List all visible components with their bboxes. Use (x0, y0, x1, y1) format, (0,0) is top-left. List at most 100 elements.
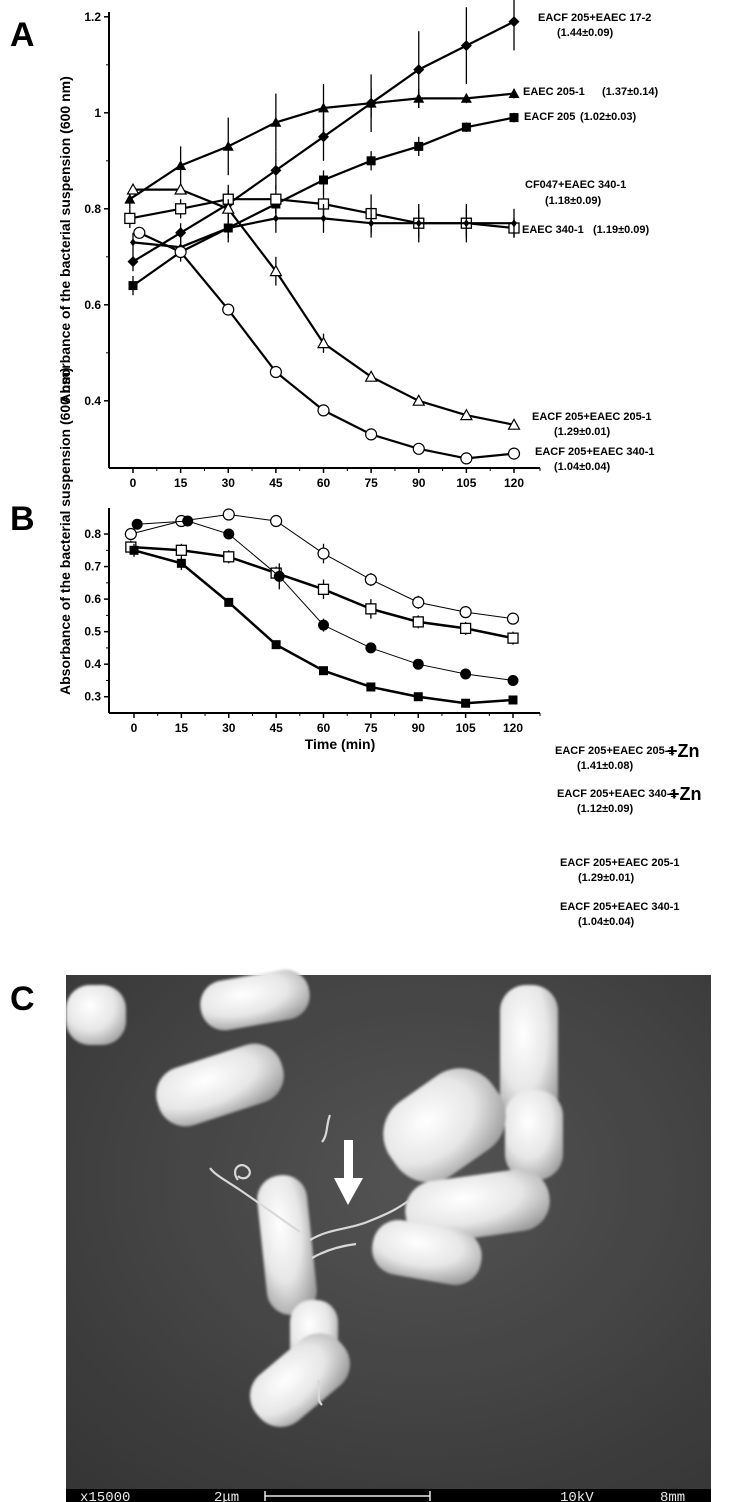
x-tick-label: 60 (317, 476, 331, 490)
series-line (130, 514, 514, 620)
series-b-0 (124, 508, 520, 625)
micrograph-scale-label: 2μm (214, 1490, 239, 1502)
data-point (222, 508, 235, 521)
x-tick-label: 0 (131, 721, 138, 735)
data-point (318, 102, 329, 113)
data-point (129, 545, 139, 555)
x-tick-label: 105 (456, 476, 476, 490)
x-tick-label: 90 (412, 721, 426, 735)
label-a-series-3-name: CF047+EAEC 340-1 (525, 179, 626, 191)
chart-b: Absorbance of the bacterial suspension (… (57, 367, 702, 928)
arrow-indicator (334, 1140, 363, 1205)
bacterium-cell (372, 1219, 482, 1286)
data-point (221, 202, 235, 214)
label-b-series-3-name: EACF 205+EAEC 340-1 (560, 901, 680, 913)
data-point (223, 528, 235, 540)
data-point (124, 527, 137, 541)
data-point (460, 40, 472, 52)
data-point (412, 394, 426, 406)
data-point (270, 514, 283, 528)
label-a-series-1-name: EAEC 205-1 (523, 86, 585, 98)
series-line (137, 520, 514, 681)
x-tick-label: 105 (456, 721, 476, 735)
data-point (511, 219, 517, 228)
legend-labels-a: EACF 205+EAEC 17-2 (1.44±0.09) EAEC 205-… (522, 12, 659, 473)
data-point (128, 281, 138, 291)
x-axis-title-b: Time (min) (305, 736, 376, 752)
x-tick-label: 30 (222, 476, 236, 490)
data-point (174, 182, 188, 195)
flagellum (309, 1199, 411, 1241)
data-point (131, 518, 143, 530)
y-tick-label: 0.4 (84, 657, 101, 671)
bacterium-cell (66, 985, 126, 1045)
axes-a: 0.4 0.6 0.8 1 1.2 0 15 30 45 60 75 90 105 120 (84, 10, 541, 490)
data-point (319, 666, 328, 676)
x-tick-label: 60 (317, 721, 331, 735)
series-a-5 (126, 182, 521, 430)
bacteria-cells (66, 969, 563, 1427)
data-point (223, 551, 235, 563)
data-point (270, 193, 282, 205)
data-point (463, 219, 470, 228)
label-a-series-5-name: EACF 205+EAEC 205-1 (532, 411, 652, 423)
arrow-head (334, 1178, 363, 1205)
data-point (368, 219, 375, 228)
flagellum (316, 1379, 323, 1406)
data-point (460, 668, 472, 680)
data-point (175, 544, 188, 556)
data-point (413, 64, 425, 76)
data-point (270, 116, 282, 127)
data-point (364, 370, 378, 382)
data-point (182, 515, 194, 527)
data-point (460, 452, 473, 465)
data-point (459, 408, 473, 421)
series-b-3 (129, 543, 518, 708)
data-point (461, 698, 471, 708)
y-axis-title-b: Absorbance of the bacterial suspension (… (57, 367, 73, 695)
y-tick-label: 0.5 (84, 625, 101, 639)
bacterium-cell (250, 1333, 350, 1427)
data-point (461, 122, 471, 132)
data-point (508, 88, 520, 98)
data-point (175, 227, 187, 239)
bacterium-cell (505, 1090, 563, 1180)
x-tick-label: 90 (412, 476, 426, 490)
micrograph-working-distance: 8mm (660, 1490, 685, 1502)
bacterium-cell (500, 985, 558, 1125)
chart-a: Absorbance of the bacterial suspension (… (57, 0, 659, 490)
label-a-series-4-note: (1.19±0.09) (593, 224, 650, 236)
flagellum (233, 1164, 251, 1181)
label-b-series-0-note: (1.41±0.08) (577, 760, 634, 772)
data-point (175, 160, 187, 170)
micrograph-voltage: 10kV (560, 1490, 594, 1502)
data-point (366, 156, 376, 166)
data-point (412, 616, 424, 628)
y-tick-label: 0.4 (84, 394, 101, 408)
data-point (269, 365, 282, 379)
micrograph-magnification: x15000 (80, 1490, 130, 1502)
data-point (365, 642, 377, 654)
data-point (412, 658, 424, 670)
data-point (224, 597, 234, 607)
series-a-6 (133, 226, 521, 465)
data-point (317, 404, 330, 417)
data-point (222, 303, 235, 316)
data-point (366, 682, 376, 692)
y-tick-label: 0.8 (84, 527, 101, 541)
label-a-series-2-note: (1.02±0.03) (580, 111, 637, 123)
y-tick-label: 1 (94, 106, 101, 120)
label-b-series-0-suffix: +Zn (667, 741, 700, 761)
label-a-series-2-name: EACF 205 (524, 111, 575, 123)
bacterium-cell (257, 1175, 317, 1315)
y-axis-title-a: Absorbance of the bacterial suspension (… (57, 76, 73, 404)
x-tick-label: 15 (175, 721, 189, 735)
data-point (412, 442, 425, 455)
y-tick-label: 0.7 (84, 560, 101, 574)
legend-labels-b: EACF 205+EAEC 205-1 +Zn (1.41±0.08) EACF… (555, 741, 702, 928)
data-point (459, 622, 472, 635)
data-point (414, 141, 424, 151)
data-point (271, 640, 281, 650)
data-point (127, 256, 139, 268)
label-a-series-1-note: (1.37±0.14) (602, 86, 659, 98)
